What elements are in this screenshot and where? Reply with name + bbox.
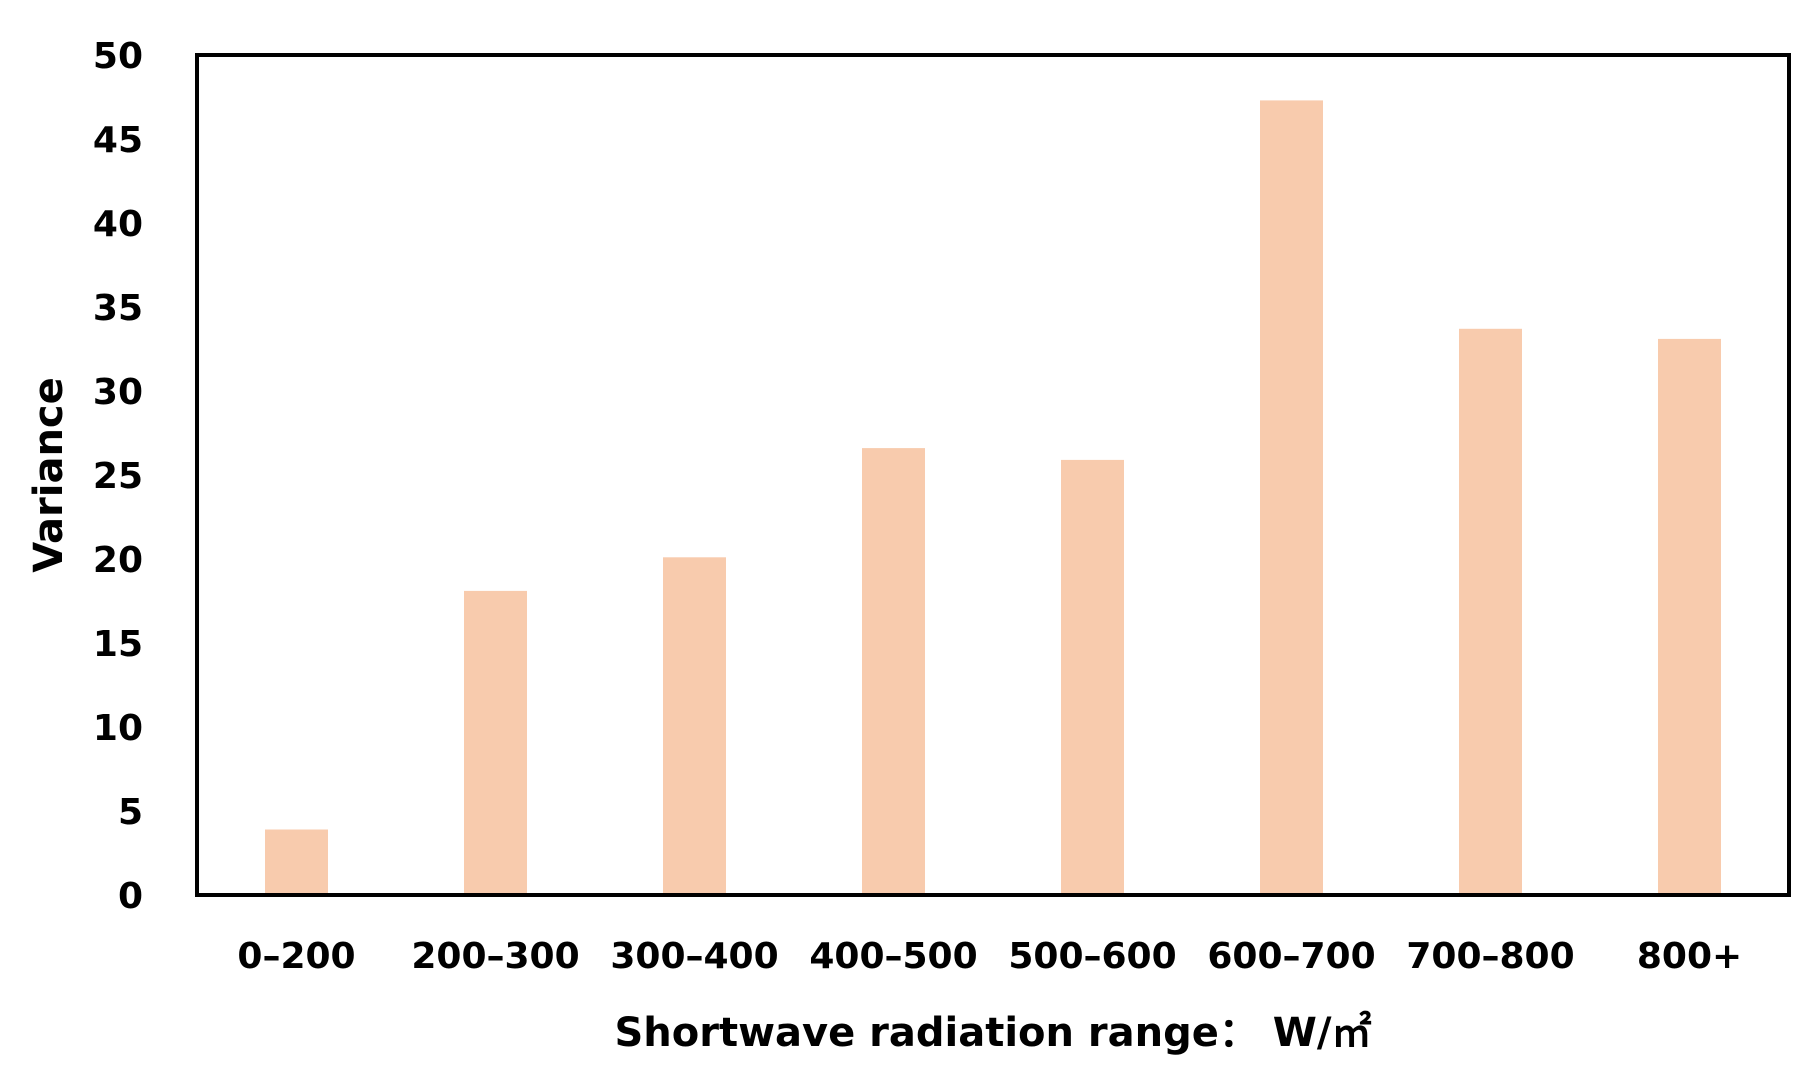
y-tick-label: 15 bbox=[93, 624, 143, 665]
x-tick-label: 700–800 bbox=[1406, 936, 1574, 977]
x-tick-label: 800+ bbox=[1637, 936, 1742, 977]
y-tick-label: 0 bbox=[118, 876, 143, 917]
y-tick-label: 10 bbox=[93, 708, 143, 749]
y-tick-label: 20 bbox=[93, 540, 143, 581]
plot-frame bbox=[197, 55, 1789, 895]
y-axis-title: Variance bbox=[26, 377, 72, 573]
bar-7 bbox=[1658, 339, 1721, 895]
x-tick-label: 300–400 bbox=[610, 936, 778, 977]
y-tick-label: 25 bbox=[93, 456, 143, 497]
y-tick-label: 45 bbox=[93, 120, 143, 161]
y-tick-label: 50 bbox=[93, 36, 143, 77]
y-tick-label: 30 bbox=[93, 372, 143, 413]
x-axis-ticks: 0–200 200–300 300–400 400–500 500–600 600–700… bbox=[237, 936, 1742, 977]
x-tick-label: 0–200 bbox=[237, 936, 355, 977]
bar-2 bbox=[663, 557, 726, 895]
bars-layer bbox=[265, 100, 1721, 895]
y-tick-label: 5 bbox=[118, 792, 143, 833]
bar-3 bbox=[862, 448, 925, 895]
x-tick-label: 600–700 bbox=[1207, 936, 1375, 977]
bar-6 bbox=[1459, 329, 1522, 895]
bar-5 bbox=[1260, 100, 1323, 895]
x-axis-title: Shortwave radiation range： W/㎡ bbox=[614, 1010, 1371, 1056]
bar-4 bbox=[1061, 460, 1124, 895]
y-tick-label: 40 bbox=[93, 204, 143, 245]
x-tick-label: 200–300 bbox=[411, 936, 579, 977]
bar-1 bbox=[464, 591, 527, 895]
y-tick-label: 35 bbox=[93, 288, 143, 329]
y-axis-ticks: 0 5 10 15 20 25 30 35 40 45 50 bbox=[93, 36, 143, 917]
x-tick-label: 500–600 bbox=[1008, 936, 1176, 977]
x-tick-label: 400–500 bbox=[809, 936, 977, 977]
bar-0 bbox=[265, 830, 328, 896]
